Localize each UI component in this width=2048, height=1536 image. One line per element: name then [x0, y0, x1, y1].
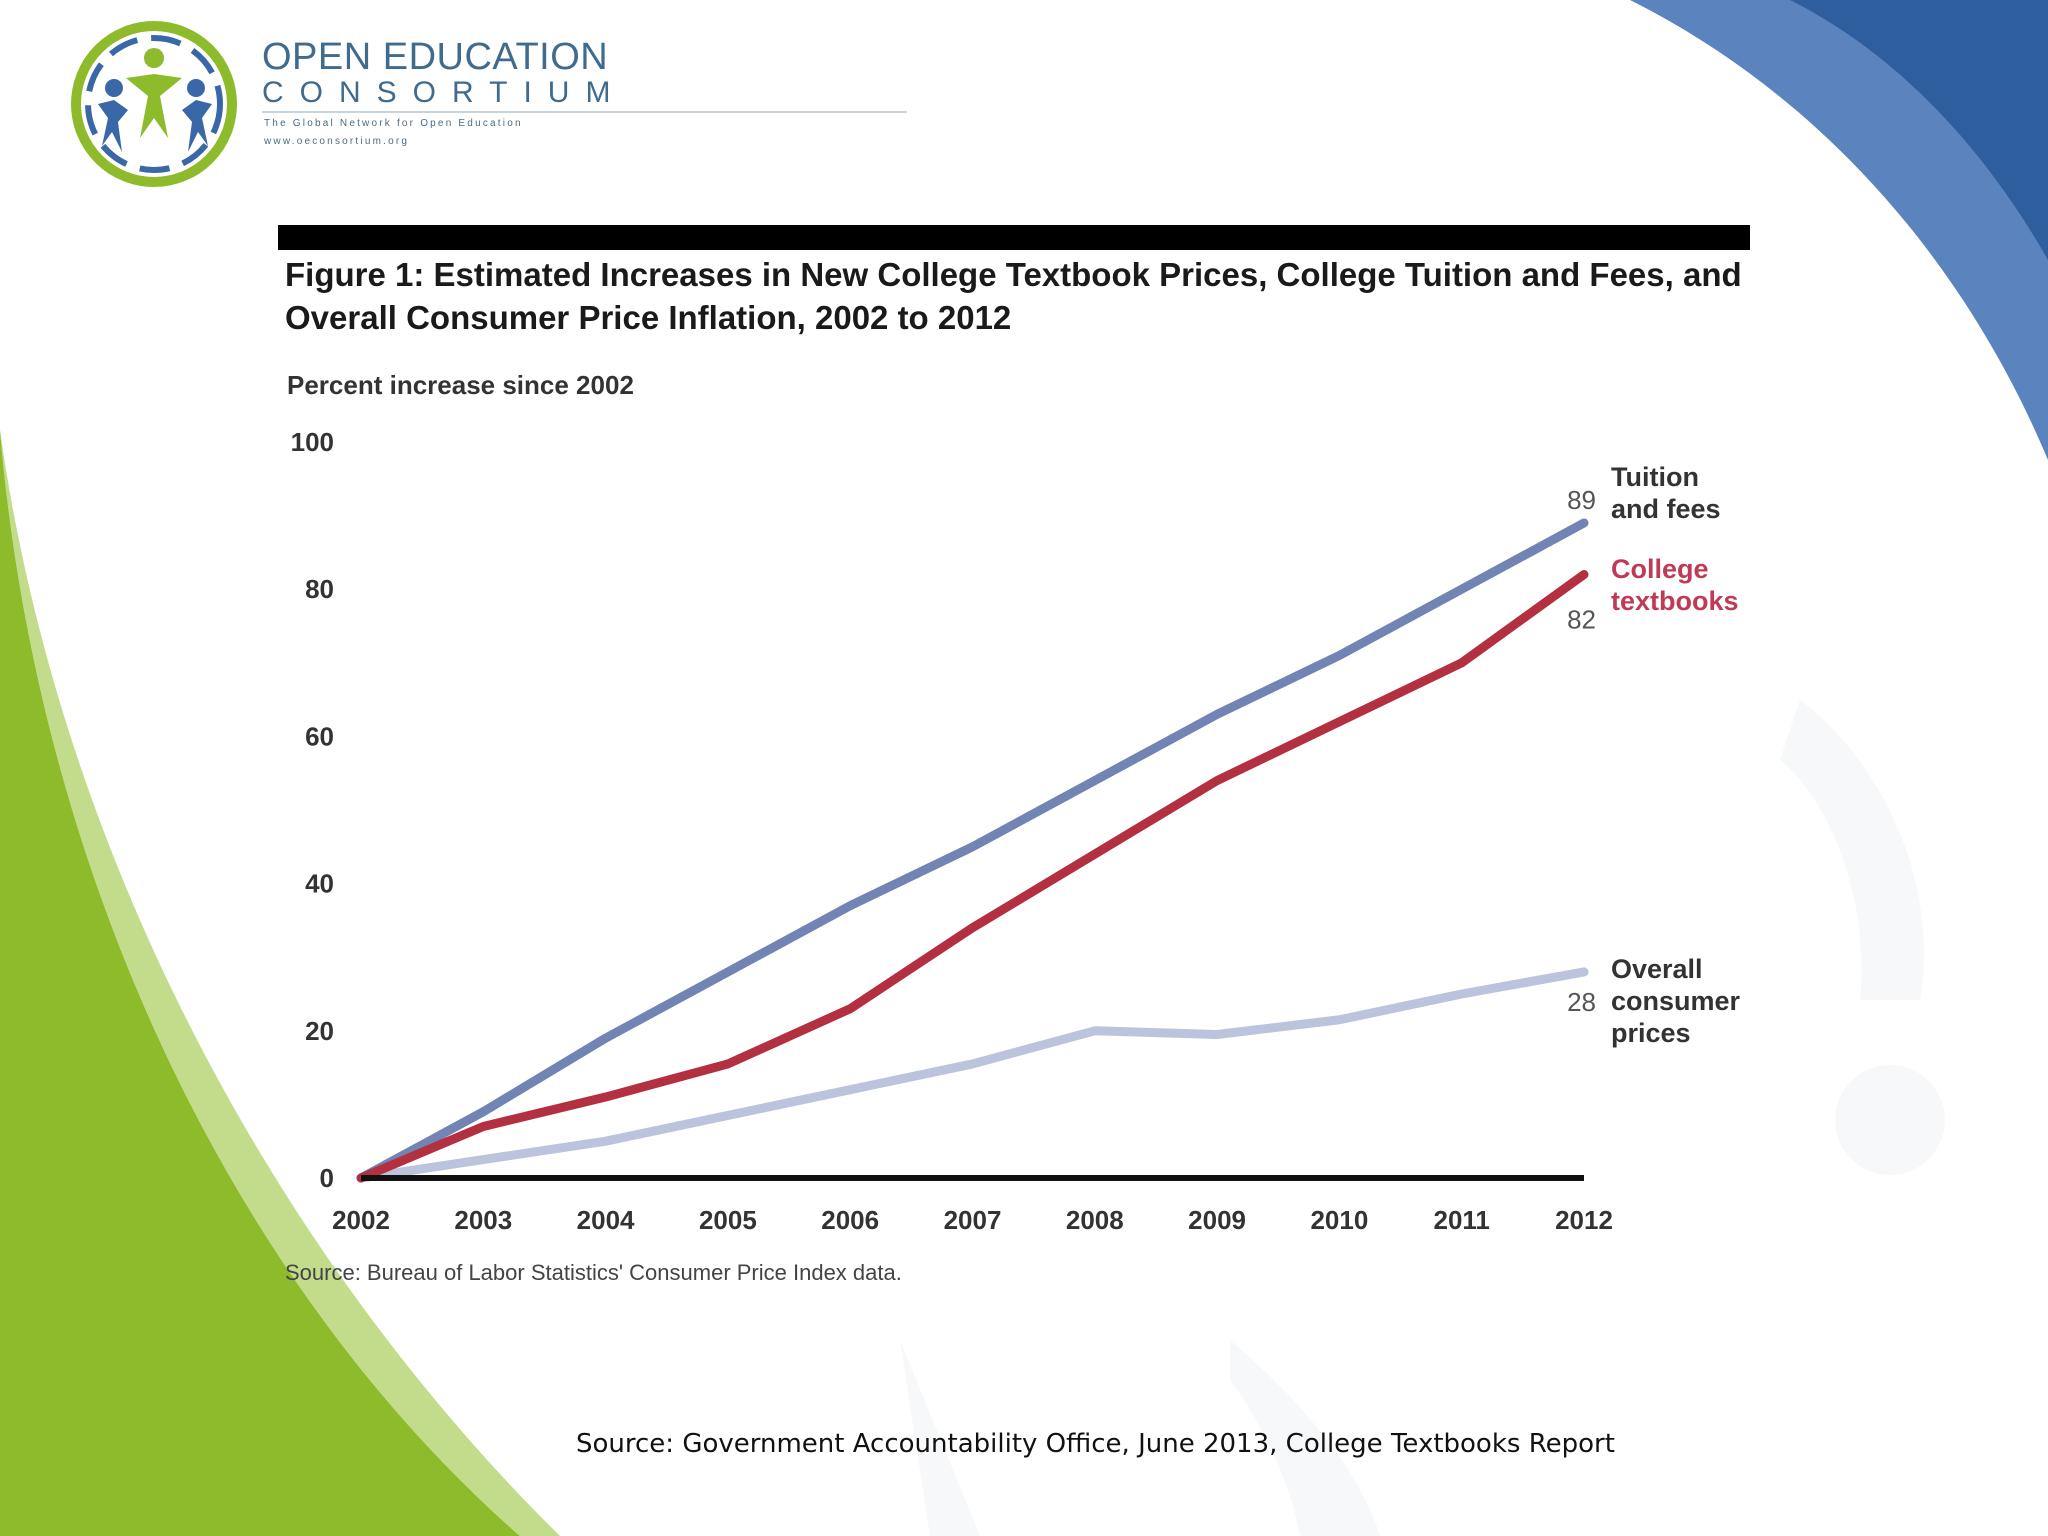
chart-title: Figure 1: Estimated Increases in New Col…: [285, 256, 1742, 336]
figure-header-bar: [278, 225, 1750, 250]
y-tick-label: 20: [305, 1016, 334, 1046]
series-label: and fees: [1611, 494, 1721, 524]
y-tick-label: 40: [305, 869, 334, 899]
series-label: College: [1611, 554, 1709, 584]
series-label: consumer: [1611, 986, 1741, 1016]
brand-name-line1: OPEN EDUCATION: [262, 36, 609, 78]
x-tick-label: 2002: [332, 1205, 390, 1235]
oec-logo: [71, 21, 237, 187]
brand-name-line2: CONSORTIUM: [262, 76, 627, 109]
watermark-figures: [900, 700, 1945, 1536]
brand-divider: [262, 111, 907, 113]
y-tick-label: 100: [291, 427, 334, 457]
y-tick-label: 0: [320, 1163, 334, 1193]
series-line: [356, 967, 1589, 1183]
dark-blue-swoosh: [1790, 0, 2048, 260]
line-chart: 0 20 40 60 80 100 2002 2003 2004 2005 2006 2007 2008…: [291, 427, 1741, 1235]
x-tick-label: 2011: [1433, 1205, 1489, 1235]
series-label: Tuition: [1611, 462, 1699, 492]
y-tick-label: 60: [305, 721, 334, 751]
series-line: [356, 569, 1589, 1183]
x-tick-label: 2009: [1188, 1205, 1246, 1235]
x-tick-label: 2008: [1066, 1205, 1124, 1235]
y-tick-label: 80: [305, 574, 334, 604]
green-swoosh: [0, 430, 520, 1536]
series-line: [356, 518, 1589, 1183]
brand-url: www.oeconsortium.org: [264, 136, 410, 147]
x-tick-label: 2010: [1310, 1205, 1368, 1235]
series-label: textbooks: [1611, 586, 1739, 616]
end-value-label: 82: [1567, 604, 1596, 634]
chart-source-note: Source: Bureau of Labor Statistics' Cons…: [285, 1260, 902, 1285]
footer-source: Source: Government Accountability Office…: [576, 1429, 1615, 1459]
x-tick-label: 2012: [1555, 1205, 1613, 1235]
end-value-label: 89: [1567, 485, 1596, 515]
chart-panel: Figure 1: Estimated Increases in New Col…: [276, 222, 1752, 1302]
x-tick-label: 2006: [821, 1205, 879, 1235]
end-value-label: 28: [1567, 987, 1596, 1017]
x-tick-label: 2004: [577, 1205, 635, 1235]
brand-tagline: The Global Network for Open Education: [264, 118, 523, 129]
series-label: Overall: [1611, 954, 1703, 984]
series-label: prices: [1611, 1018, 1691, 1048]
y-axis-label: Percent increase since 2002: [287, 370, 634, 400]
x-tick-label: 2005: [699, 1205, 757, 1235]
x-tick-label: 2003: [454, 1205, 512, 1235]
x-tick-label: 2007: [944, 1205, 1002, 1235]
